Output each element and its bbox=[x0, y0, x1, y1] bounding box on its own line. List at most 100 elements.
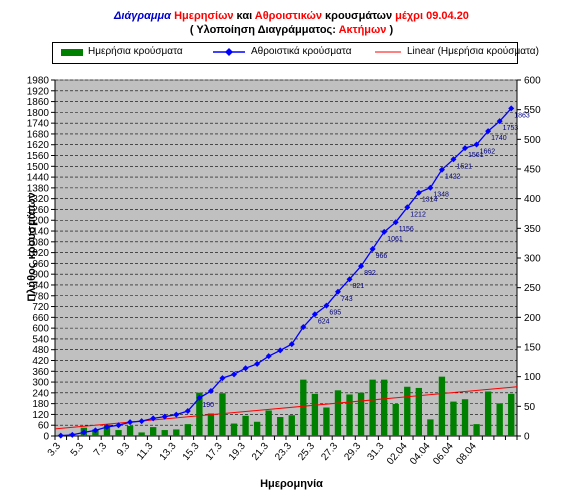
legend-swatch-cumulative bbox=[213, 48, 245, 56]
y-left-tick-label: 1800 bbox=[27, 108, 50, 119]
cumulative-data-label: 1212 bbox=[410, 211, 426, 218]
y-right-tick-label: 250 bbox=[524, 283, 541, 294]
cumulative-point bbox=[103, 424, 110, 431]
x-tick-label: 21.3 bbox=[250, 441, 271, 463]
y-left-tick-label: 1500 bbox=[27, 162, 50, 173]
daily-bar bbox=[334, 390, 342, 436]
title-word-until: μέχρι bbox=[395, 10, 424, 22]
cumulative-point bbox=[57, 432, 64, 439]
daily-bar bbox=[184, 424, 192, 436]
daily-bar bbox=[230, 423, 238, 436]
daily-bar bbox=[219, 393, 226, 436]
cumulative-data-label: 1156 bbox=[399, 226, 414, 233]
y-left-tick-label: 960 bbox=[32, 259, 49, 270]
cumulative-point bbox=[127, 419, 134, 426]
daily-bar bbox=[404, 386, 411, 436]
cumulative-data-label: 743 bbox=[341, 296, 353, 303]
legend-swatch-trend bbox=[375, 51, 401, 53]
y-axis-title: Πλήθος κρουσμάτων bbox=[2, 186, 62, 316]
y-left-tick-label: 1140 bbox=[27, 227, 49, 238]
y-left-tick-label: 1260 bbox=[27, 205, 50, 216]
legend: Ημερήσια κρούσματα Αθροιστικά κρούσματα … bbox=[52, 42, 539, 64]
daily-bar bbox=[473, 424, 480, 436]
cumulative-data-label: 1740 bbox=[491, 135, 507, 142]
x-tick-label: 17.3 bbox=[204, 441, 225, 463]
cumulative-point bbox=[196, 394, 203, 401]
subtitle-suffix: ) bbox=[389, 24, 394, 36]
cumulative-point bbox=[508, 105, 515, 112]
daily-bar bbox=[196, 392, 203, 436]
y-left-tick-label: 1620 bbox=[27, 140, 50, 151]
y-right-tick-label: 50 bbox=[524, 402, 536, 413]
daily-bar bbox=[126, 425, 134, 436]
cumulative-line bbox=[60, 107, 512, 437]
x-tick-label: 31.3 bbox=[366, 441, 387, 463]
y-left-tick-label: 1980 bbox=[27, 76, 50, 87]
y-left-tick-label: 900 bbox=[32, 270, 49, 281]
daily-bar bbox=[207, 413, 215, 436]
x-tick-label: 11.3 bbox=[135, 441, 156, 463]
y-right-tick-label: 450 bbox=[524, 165, 541, 176]
y-left-tick-label: 1740 bbox=[27, 119, 50, 130]
x-tick-label: 04.04 bbox=[408, 441, 433, 468]
y-left-tick-label: 120 bbox=[32, 410, 49, 421]
y-right-tick-label: 100 bbox=[524, 372, 541, 383]
cumulative-data-label: 1521 bbox=[456, 163, 472, 170]
cumulative-point bbox=[115, 422, 122, 429]
cumulative-point bbox=[138, 418, 145, 425]
y-left-tick-label: 1200 bbox=[27, 216, 50, 227]
cumulative-data-label: 1422 bbox=[445, 174, 461, 181]
cumulative-point bbox=[311, 311, 318, 318]
cumulative-data-label: 1662 bbox=[480, 149, 496, 156]
cumulative-point bbox=[265, 353, 272, 360]
cumulative-data-label: 1753 bbox=[503, 125, 519, 132]
cumulative-point bbox=[496, 118, 503, 125]
cumulative-data-label: 966 bbox=[376, 253, 388, 260]
y-left-tick-label: 1380 bbox=[27, 183, 50, 194]
y-left-tick-label: 420 bbox=[32, 356, 49, 367]
daily-bar bbox=[357, 392, 365, 436]
y-left-tick-label: 480 bbox=[32, 345, 49, 356]
daily-bar bbox=[508, 393, 515, 436]
cumulative-data-label: 190 bbox=[202, 402, 214, 409]
daily-bar bbox=[438, 376, 446, 436]
cumulative-point bbox=[184, 408, 191, 415]
x-tick-label: 3.3 bbox=[46, 441, 64, 459]
daily-bar bbox=[427, 419, 434, 436]
y-left-tick-label: 600 bbox=[32, 324, 49, 335]
daily-bar bbox=[103, 424, 111, 436]
y-left-tick-label: 1020 bbox=[27, 248, 50, 259]
y-left-tick-label: 540 bbox=[32, 334, 49, 345]
y-right-tick-label: 0 bbox=[524, 432, 530, 443]
cumulative-point bbox=[231, 371, 238, 378]
y-left-tick-label: 180 bbox=[32, 399, 49, 410]
x-tick-label: 06.04 bbox=[431, 441, 456, 468]
y-right-tick-label: 400 bbox=[524, 194, 541, 205]
y-right-tick-label: 600 bbox=[524, 76, 541, 87]
x-tick-label: 02.04 bbox=[385, 441, 410, 468]
daily-bar bbox=[277, 417, 284, 436]
title-word-cumulative: Αθροιστικών bbox=[254, 10, 322, 22]
y-left-tick-label: 240 bbox=[32, 388, 49, 399]
cumulative-data-label: 624 bbox=[318, 318, 330, 325]
plot-background bbox=[54, 79, 518, 437]
daily-bar bbox=[311, 393, 319, 436]
y-right-tick-label: 150 bbox=[524, 343, 541, 354]
daily-bar bbox=[115, 430, 122, 436]
legend-label-trend: Linear (Ημερήσια κρούσματα) bbox=[407, 46, 539, 57]
daily-bar bbox=[242, 415, 249, 436]
subtitle-prefix: ( Υλοποίηση Διαγράμματος: bbox=[189, 24, 336, 36]
cumulative-point bbox=[392, 219, 399, 226]
cumulative-point bbox=[288, 341, 295, 348]
x-tick-label: 29.3 bbox=[342, 441, 363, 463]
cumulative-point bbox=[207, 388, 214, 395]
cumulative-data-label: 1561 bbox=[468, 152, 484, 159]
y-left-tick-label: 1560 bbox=[27, 151, 50, 162]
y-left-tick-label: 660 bbox=[32, 313, 49, 324]
daily-bar bbox=[484, 391, 492, 436]
title-word-cases: κρουσμάτων bbox=[325, 10, 393, 22]
cumulative-point bbox=[450, 156, 457, 163]
daily-bar bbox=[380, 379, 388, 436]
title-word-and: και bbox=[236, 10, 253, 22]
